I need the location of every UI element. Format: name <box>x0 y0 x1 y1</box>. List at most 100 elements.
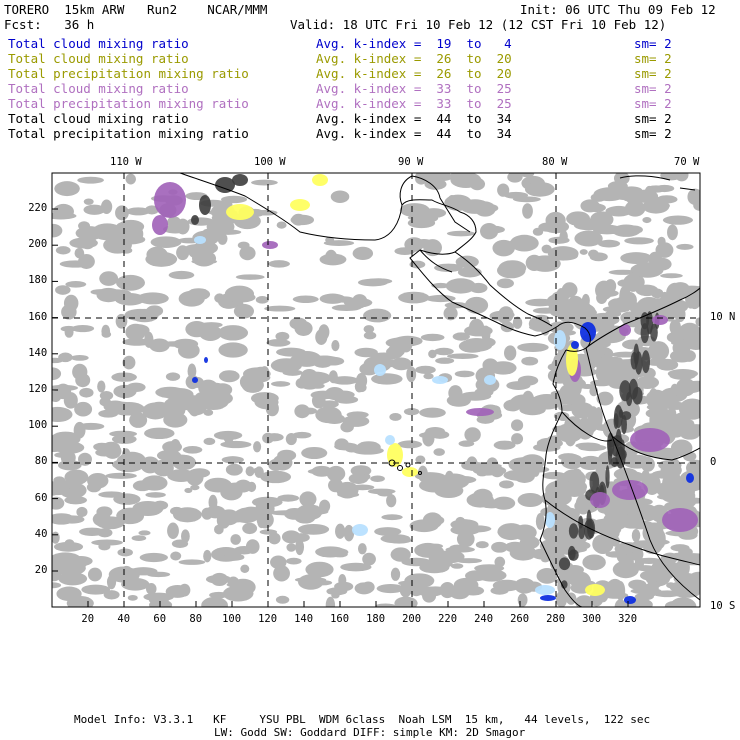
legend-field: Total cloud mixing ratio <box>8 36 189 51</box>
cloud-patch <box>648 388 659 408</box>
cloud-patch <box>276 347 306 357</box>
cloud-patch <box>390 547 411 562</box>
cloud-patch <box>128 225 144 243</box>
cloud-patch <box>619 324 631 336</box>
cloud-patch <box>489 361 517 375</box>
cloud-patch <box>512 316 523 329</box>
cloud-patch <box>164 396 194 412</box>
cloud-patch <box>123 568 140 582</box>
cloud-patch <box>553 411 570 421</box>
cloud-patch <box>680 427 700 440</box>
legend-sm: sm= 2 <box>634 36 672 51</box>
cloud-patch <box>620 252 653 264</box>
cloud-patch <box>52 496 65 510</box>
cloud-patch <box>220 440 252 449</box>
cloud-patch <box>103 590 120 600</box>
cloud-patch <box>466 408 494 416</box>
y-axis-label: 160 <box>28 310 48 323</box>
cloud-patch <box>268 459 284 471</box>
cloud-patch <box>315 546 346 558</box>
cloud-patch <box>434 483 464 499</box>
cloud-patch <box>420 333 445 342</box>
cloud-patch <box>545 512 555 528</box>
cloud-patch <box>291 213 306 226</box>
cloud-patch <box>233 546 255 555</box>
legend-field: Total cloud mixing ratio <box>8 51 189 66</box>
cloud-patch <box>686 473 694 483</box>
cloud-patch <box>542 471 568 480</box>
cloud-patch <box>232 174 248 186</box>
cloud-patch <box>56 586 82 602</box>
cloud-patch <box>331 339 340 352</box>
cloud-patch <box>167 522 179 540</box>
cloud-patch <box>511 433 524 445</box>
cloud-patch <box>53 541 84 552</box>
cloud-patch <box>186 469 204 486</box>
cloud-patch <box>389 413 402 421</box>
cloud-patch <box>52 384 79 391</box>
cloud-patch <box>622 193 652 203</box>
cloud-patch <box>269 510 302 516</box>
cloud-patch <box>253 209 278 216</box>
cloud-patch <box>223 553 245 561</box>
cloud-patch <box>519 173 535 178</box>
cloud-patch <box>78 452 92 466</box>
cloud-patch <box>685 330 700 338</box>
cloud-patch <box>589 252 608 262</box>
cloud-patch <box>626 391 633 407</box>
legend-sm: sm= 2 <box>634 96 672 111</box>
cloud-patch <box>115 205 129 221</box>
cloud-patch <box>152 459 174 477</box>
cloud-patch <box>334 438 349 451</box>
cloud-patch <box>628 579 647 590</box>
y-axis-label: 180 <box>28 274 48 287</box>
x-axis-label: 300 <box>582 613 602 625</box>
cloud-patch <box>117 548 133 557</box>
cloud-patch <box>191 215 199 225</box>
cloud-patch <box>63 294 79 312</box>
cloud-patch <box>447 353 479 359</box>
cloud-patch <box>315 406 342 424</box>
cloud-patch <box>640 456 655 472</box>
cloud-patch <box>270 358 302 373</box>
cloud-patch <box>241 377 264 393</box>
cloud-patch <box>563 380 582 398</box>
cloud-patch <box>346 411 369 419</box>
cloud-patch <box>618 449 627 460</box>
cloud-patch <box>155 386 185 399</box>
cloud-patch <box>203 549 212 563</box>
cloud-patch <box>113 384 137 399</box>
cloud-patch <box>301 446 328 460</box>
cloud-patch <box>78 254 95 269</box>
x-axis-label: 260 <box>510 613 530 625</box>
cloud-patch <box>55 285 71 295</box>
cloud-patch <box>415 455 426 464</box>
latitude-label: 0 <box>710 456 717 468</box>
cloud-patch <box>515 456 539 463</box>
cloud-patch <box>210 572 229 587</box>
cloud-patch <box>122 355 136 370</box>
legend-field: Total precipitation mixing ratio <box>8 96 249 111</box>
cloud-patch <box>522 203 533 219</box>
cloud-patch <box>182 445 203 454</box>
cloud-patch <box>201 507 213 520</box>
cloud-patch <box>608 269 638 275</box>
cloud-patch <box>491 541 508 553</box>
cloud-patch <box>127 594 138 601</box>
cloud-patch <box>139 552 168 563</box>
cloud-patch <box>496 262 526 279</box>
cloud-patch <box>74 247 85 259</box>
cloud-patch <box>144 427 175 440</box>
legend-field: Total precipitation mixing ratio <box>8 126 249 141</box>
cloud-patch <box>208 494 218 510</box>
cloud-patch <box>362 552 376 566</box>
cloud-patch <box>556 423 584 443</box>
cloud-patch <box>455 516 466 526</box>
cloud-patch <box>683 451 697 462</box>
cloud-patch <box>326 587 348 596</box>
cloud-patch <box>91 539 123 546</box>
legend-kindex: Avg. k-index = 44 to 34 <box>316 126 512 141</box>
cloud-patch <box>578 515 584 529</box>
cloud-patch <box>106 401 135 413</box>
cloud-patch <box>266 338 291 347</box>
